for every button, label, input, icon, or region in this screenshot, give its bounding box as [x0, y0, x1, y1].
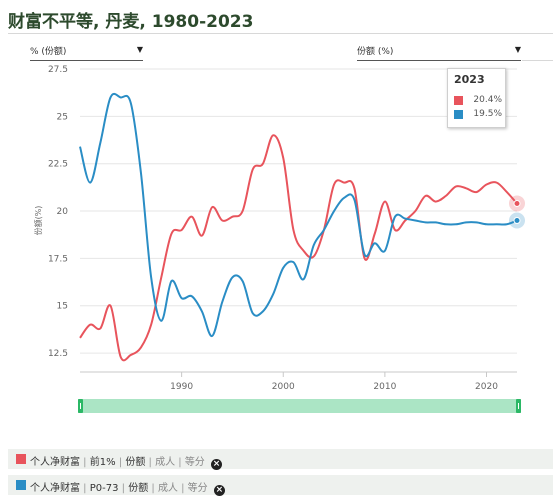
indicator-selector[interactable]: 份额 (%) ▼: [357, 44, 521, 61]
tooltip-value-p0-73: 19.5%: [473, 109, 502, 119]
remove-series-icon[interactable]: ×: [213, 485, 225, 496]
series-marker-1: [513, 217, 521, 224]
x-tick-label: 2010: [373, 382, 396, 390]
unit-selector-label: % (份额): [30, 47, 67, 57]
title-divider: [8, 33, 553, 34]
indicator-selector-label: 份额 (%): [357, 47, 394, 57]
remove-series-icon[interactable]: ×: [211, 459, 222, 470]
range-end-handle[interactable]: [516, 399, 521, 413]
caret-down-icon: ▼: [514, 45, 521, 54]
y-tick-label: 20: [57, 207, 69, 217]
page-title: 财富不平等, 丹麦, 1980-2023: [8, 12, 254, 32]
y-axis-label: 份额(%): [33, 206, 43, 236]
legend-text-p0-73: 个人净财富 | P0-73 | 份额 | 成人 | 等分 ×: [30, 483, 225, 496]
y-tick-label: 27.5: [48, 65, 68, 75]
x-tick-label: 2000: [272, 382, 295, 390]
chart-tooltip: 2023 20.4% 19.5%: [447, 68, 506, 128]
y-tick-label: 22.5: [48, 160, 68, 170]
legend-population: 成人: [155, 457, 176, 468]
tooltip-swatch-blue: [454, 110, 463, 119]
legend-population: 成人: [157, 483, 178, 494]
x-tick-label: 1990: [170, 382, 193, 390]
legend-text-top1: 个人净财富 | 前1% | 份额 | 成人 | 等分 ×: [30, 457, 222, 470]
legend-series-name: 个人净财富: [30, 483, 80, 494]
legend-share-type: 等分: [184, 457, 205, 468]
caret-down-icon: ▼: [136, 45, 143, 54]
y-tick-label: 25: [57, 112, 68, 122]
y-tick-label: 12.5: [48, 349, 68, 359]
range-start-handle[interactable]: [78, 399, 83, 413]
legend-swatch-blue: [16, 480, 26, 490]
tooltip-row-p0-73: 19.5%: [454, 109, 502, 121]
legend-swatch-red: [16, 454, 26, 464]
y-tick-label: 15: [57, 302, 68, 312]
tooltip-row-top1: 20.4%: [454, 95, 502, 107]
selector-divider: [522, 60, 553, 61]
line-chart[interactable]: 12.5 15 17.5 20 22.5 25 27.5 1990 2000 2010 2020 份额…: [0, 60, 553, 390]
time-range-slider[interactable]: [78, 399, 521, 413]
legend-share-type: 等分: [187, 483, 208, 494]
unit-selector[interactable]: % (份额) ▼: [30, 44, 143, 61]
legend-indicator: 份额: [128, 483, 149, 494]
tooltip-value-top1: 20.4%: [473, 95, 502, 105]
legend-series-name: 个人净财富: [30, 457, 80, 468]
tooltip-year: 2023: [454, 73, 485, 86]
legend-percentile: P0-73: [89, 483, 119, 494]
series-line-0: [79, 134, 518, 362]
legend-indicator: 份额: [125, 457, 146, 468]
legend-item-top1[interactable]: 个人净财富 | 前1% | 份额 | 成人 | 等分 ×: [8, 449, 553, 470]
series-line-1: [79, 92, 518, 338]
legend-percentile: 前1%: [89, 457, 116, 468]
tooltip-swatch-red: [454, 96, 463, 105]
x-tick-label: 2020: [475, 382, 498, 390]
legend-item-p0-73[interactable]: 个人净财富 | P0-73 | 份额 | 成人 | 等分 ×: [8, 475, 553, 496]
y-tick-label: 17.5: [48, 254, 68, 264]
series-marker-0: [513, 199, 521, 207]
